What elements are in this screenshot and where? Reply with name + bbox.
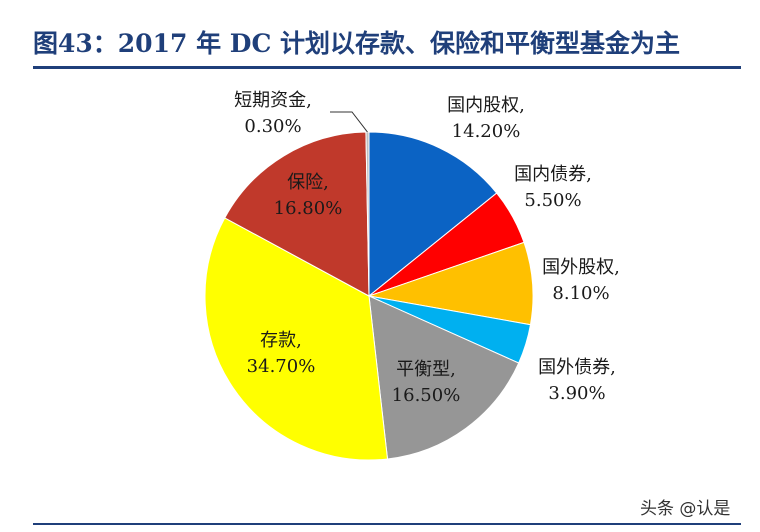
pie-slice [368,295,520,460]
slice-name-label: 国外债券, [538,357,616,378]
footer-divider [33,523,741,525]
slice-name-label: 平衡型, [396,359,456,380]
pie-slice [224,131,370,297]
slice-value-label: 8.10% [552,283,609,304]
slice-name-label: 保险, [287,172,329,193]
slice-name-label: 国外股权, [542,257,620,278]
pie-slice [368,131,498,298]
slice-value-label: 0.30% [244,116,301,137]
slice-value-label: 3.90% [548,383,605,404]
slice-value-label: 34.70% [247,356,316,377]
leader-line [330,111,368,133]
title-divider [33,66,741,69]
slice-value-label: 16.80% [274,198,343,219]
slice-name-label: 短期资金, [234,90,312,111]
slice-name-label: 国内债券, [514,164,592,185]
watermark: 头条 @认是 [640,499,731,519]
slice-value-label: 14.20% [452,121,521,142]
slice-value-label: 5.50% [524,190,581,211]
slice-name-label: 存款, [260,330,302,351]
page-title: 图43：2017 年 DC 计划以存款、保险和平衡型基金为主 [33,29,681,58]
pie-slice [204,217,389,461]
slice-name-label: 国内股权, [447,95,525,116]
slice-value-label: 16.50% [392,385,461,406]
pie-slice [365,131,370,297]
